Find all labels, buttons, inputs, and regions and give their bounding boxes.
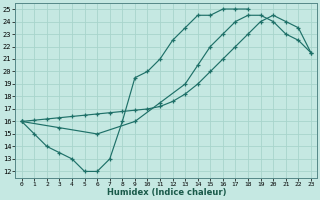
X-axis label: Humidex (Indice chaleur): Humidex (Indice chaleur)	[107, 188, 226, 197]
